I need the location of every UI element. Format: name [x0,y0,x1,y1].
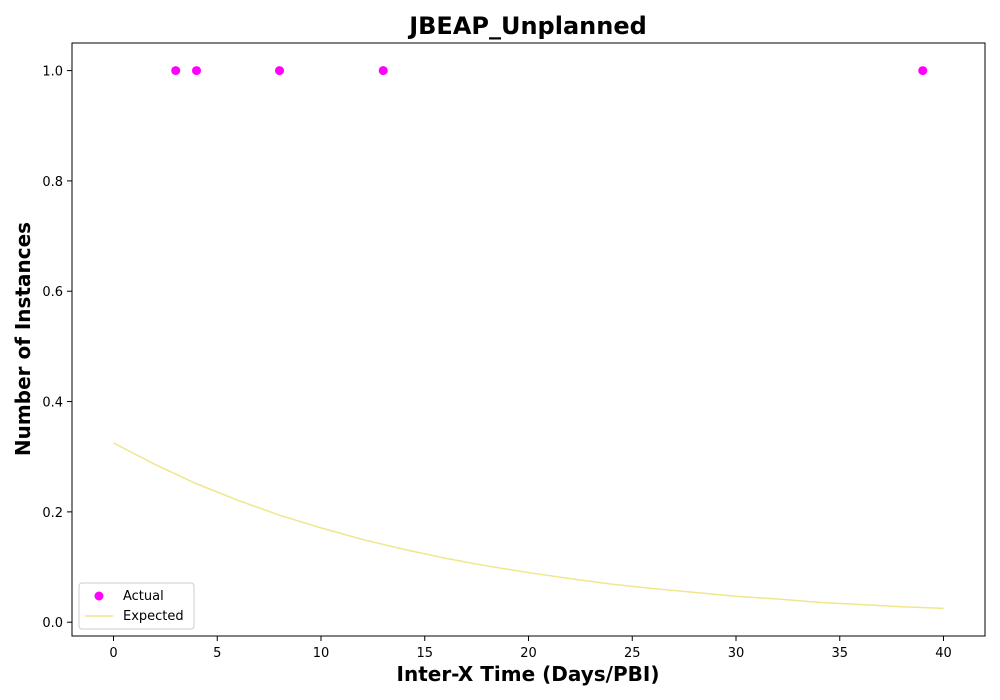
y-tick-label: 0.6 [42,285,63,300]
y-axis: 0.0 0.2 0.4 0.6 0.8 1.0 [42,65,72,632]
x-tick-label: 40 [935,646,952,661]
actual-data-point [275,66,284,75]
plot-area [114,66,944,608]
x-tick-label: 20 [520,646,537,661]
y-tick-label: 0.0 [42,616,63,631]
legend: Actual Expected [79,583,194,629]
x-tick-label: 35 [831,646,848,661]
legend-actual-marker [95,592,104,601]
plot-frame [72,43,985,636]
y-tick-label: 0.8 [42,175,63,190]
legend-actual-label: Actual [123,589,164,604]
x-tick-label: 0 [109,646,117,661]
x-axis: 0 5 10 15 20 25 30 35 40 [109,636,951,661]
expected-series-line [114,443,944,608]
y-tick-label: 1.0 [42,65,63,80]
x-tick-label: 15 [416,646,433,661]
chart-title: JBEAP_Unplanned [407,12,647,40]
x-tick-label: 30 [728,646,745,661]
x-tick-label: 25 [624,646,641,661]
actual-data-point [171,66,180,75]
y-tick-label: 0.4 [42,396,63,411]
y-tick-label: 0.2 [42,506,63,521]
x-tick-label: 5 [213,646,221,661]
actual-data-point [192,66,201,75]
x-axis-title: Inter-X Time (Days/PBI) [397,662,660,686]
actual-data-point [918,66,927,75]
actual-data-point [379,66,388,75]
x-tick-label: 10 [313,646,330,661]
legend-expected-label: Expected [123,609,184,624]
y-axis-title: Number of Instances [11,222,35,456]
